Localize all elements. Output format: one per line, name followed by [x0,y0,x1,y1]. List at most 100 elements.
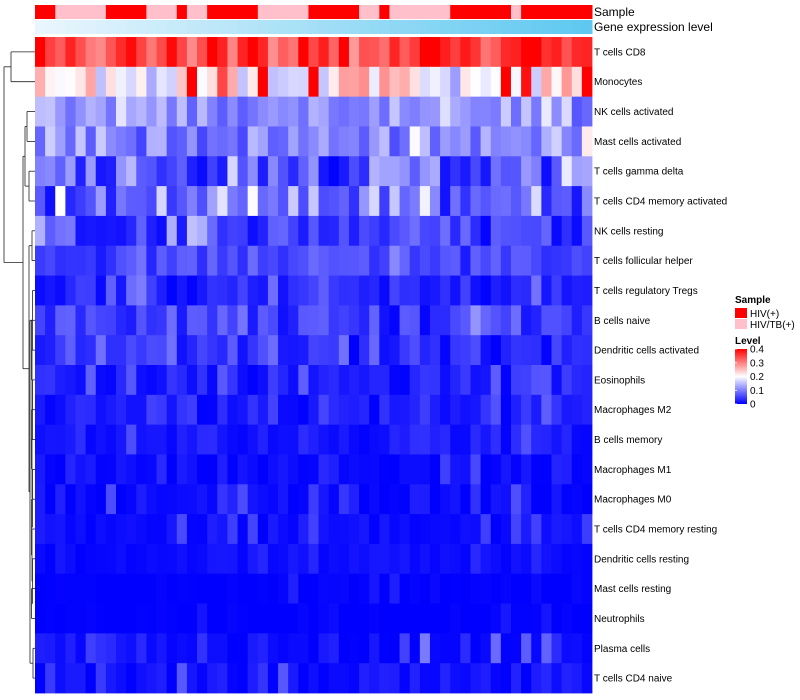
heatmap-cell [581,275,593,306]
heatmap-cell [328,365,340,396]
sample-annotation-cell [308,5,320,19]
heatmap-cell [156,454,168,485]
heatmap-cell [379,633,390,664]
heatmap-cell [409,245,421,276]
heatmap-cell [521,514,532,545]
heatmap-cell [379,484,390,515]
sample-annotation-cell [35,5,46,19]
heatmap-cell [85,245,97,276]
heatmap-cell [561,186,573,217]
heatmap-cell [278,186,289,217]
heatmap-cell [156,186,168,217]
heatmap-cell [561,335,573,366]
heatmap-cell [531,454,542,485]
heatmap-cell [419,215,431,247]
heatmap-cell [45,186,56,217]
heatmap-cell [85,335,97,366]
heatmap-cell [409,126,421,157]
heatmap-cell [278,394,289,426]
heatmap-cell [217,156,228,187]
heatmap-cell [389,573,400,604]
heatmap-cell [359,335,370,366]
heatmap-cell [105,186,117,217]
heatmap-cell [440,305,451,336]
heatmap-cell [45,454,56,485]
heatmap-cell [45,573,56,604]
heatmap-cell [561,37,573,68]
heatmap-cell [308,514,319,545]
heatmap-cell [257,96,269,127]
heatmap-cell [429,663,441,694]
heatmap-cell [500,424,512,455]
heatmap-cell [257,365,269,396]
heatmap-cell [348,96,360,127]
heatmap-cell [116,126,127,157]
heatmap-cell [490,543,502,575]
heatmap-cell [460,335,471,366]
heatmap-cell [237,305,249,336]
heatmap-cell [490,603,502,634]
heatmap-cell [278,215,289,247]
heatmap-cell [75,335,87,366]
heatmap-cell [298,603,309,634]
heatmap-cell [105,37,117,68]
heatmap-cell [166,186,178,217]
heatmap-cell [197,543,208,575]
heatmap-cell [399,245,411,276]
heatmap-cell [116,156,127,187]
heatmap-cell [136,424,147,455]
heatmap-cell [166,663,178,694]
heatmap-cell [480,126,492,157]
heatmap-cell [288,633,299,664]
heatmap-cell [217,215,228,247]
heatmap-cell [429,573,441,604]
heatmap-cell [45,96,56,127]
heatmap-cell [146,394,157,426]
heatmap-cell [581,543,593,575]
heatmap-cell [409,603,421,634]
heatmap-cell [257,37,269,68]
heatmap-cell [288,573,299,604]
heatmap-cell [75,305,87,336]
legend-level-title: Level [735,336,761,347]
heatmap-cell [288,484,299,515]
heatmap-cell [278,603,289,634]
heatmap-cell [369,335,380,366]
heatmap-cell [369,514,380,545]
expression-annotation-cell [460,20,471,34]
heatmap-cell [510,484,522,515]
expression-annotation-cell [227,20,239,34]
heatmap-cell [359,156,370,187]
row-label: Macrophages M2 [594,405,672,416]
row-label: Eosinophils [594,375,645,386]
heatmap-cell [126,66,137,98]
heatmap-cell [359,245,370,276]
heatmap-cell [197,156,208,187]
heatmap-cell [126,96,137,127]
heatmap-cell [35,424,46,455]
heatmap-cell [298,514,309,545]
heatmap-cell [500,454,512,485]
heatmap-cell [369,126,380,157]
heatmap-cell [146,305,157,336]
heatmap-cell [419,484,431,515]
heatmap-cell [450,275,461,306]
heatmap-cell [35,96,46,127]
sample-annotation-cell [399,5,411,19]
heatmap-cell [75,543,87,575]
heatmap-cell [217,573,228,604]
sample-annotation-cell [257,5,269,19]
heatmap-cell [541,335,552,366]
heatmap-cell [348,156,360,187]
heatmap-cell [308,543,319,575]
heatmap-cell [116,186,127,217]
sample-annotation-cell [278,5,289,19]
heatmap-cell [65,454,76,485]
heatmap-cell [55,335,66,366]
heatmap-cell [105,156,117,187]
heatmap-cell [308,245,319,276]
heatmap-cell [197,424,208,455]
heatmap-cell [369,305,380,336]
sample-annotation-cell [581,5,593,19]
heatmap-cell [450,215,461,247]
